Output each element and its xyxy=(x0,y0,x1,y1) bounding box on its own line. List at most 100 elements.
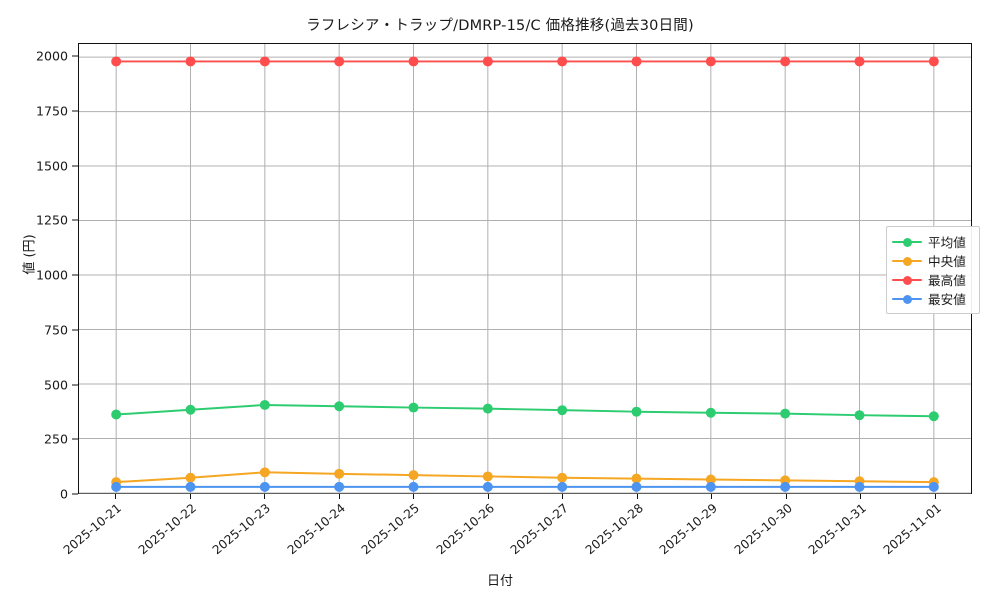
data-point xyxy=(854,56,865,67)
y-axis-tick-marks xyxy=(0,43,80,495)
data-point xyxy=(854,481,865,492)
y-axis-label: 値 (円) xyxy=(22,234,38,275)
data-point xyxy=(631,473,642,484)
data-point xyxy=(185,481,196,492)
x-tick-mark xyxy=(860,494,862,499)
data-point xyxy=(705,481,716,492)
x-tick-label: 2025-10-27 xyxy=(507,501,572,558)
x-axis-label: 日付 xyxy=(486,574,513,589)
grid-lines xyxy=(79,44,971,494)
data-point xyxy=(482,56,493,67)
x-tick-mark xyxy=(413,494,415,499)
legend-item-2[interactable]: 中央値 xyxy=(892,251,973,270)
y-tick-label: 1250 xyxy=(35,212,68,228)
x-tick-label: 2025-10-25 xyxy=(358,501,423,558)
legend-label: 最高値 xyxy=(928,273,966,288)
y-tick-label: 250 xyxy=(43,431,68,447)
x-tick-label: 2025-10-21 xyxy=(60,501,125,558)
y-tick-mark xyxy=(72,55,78,57)
data-point xyxy=(111,409,122,420)
series-line-1 xyxy=(115,403,935,418)
data-point xyxy=(705,407,716,418)
y-tick-mark xyxy=(72,219,78,221)
data-point xyxy=(705,474,716,485)
y-tick-mark xyxy=(72,493,78,495)
chart-title: ラフレシア・トラップ/DMRP-15/C 価格推移(過去30日間) xyxy=(306,18,694,34)
data-point xyxy=(334,468,345,479)
legend-swatch-icon xyxy=(892,273,922,287)
data-point xyxy=(408,481,419,492)
y-tick-label: 2000 xyxy=(35,48,68,64)
legend-item-3[interactable]: 最高値 xyxy=(892,270,973,289)
data-point xyxy=(780,481,791,492)
x-tick-label: 2025-10-23 xyxy=(209,501,274,558)
data-point xyxy=(185,56,196,67)
data-point xyxy=(185,472,196,483)
data-point xyxy=(259,56,270,67)
data-point xyxy=(111,56,122,67)
y-tick-mark xyxy=(72,110,78,112)
x-tick-mark xyxy=(636,494,638,499)
data-point xyxy=(928,56,939,67)
data-point xyxy=(334,401,345,412)
data-point xyxy=(185,404,196,415)
y-axis-tick-labels: 0 250 500 750 1000 1250 1500 1750 2000 xyxy=(0,43,68,502)
legend-item-1[interactable]: 平均値 xyxy=(892,232,973,251)
x-tick-mark xyxy=(711,494,713,499)
x-tick-mark xyxy=(562,494,564,499)
data-point xyxy=(928,481,939,492)
data-point xyxy=(557,56,568,67)
data-point xyxy=(334,56,345,67)
x-tick-mark xyxy=(264,494,266,499)
data-point xyxy=(482,471,493,482)
data-point xyxy=(705,56,716,67)
x-tick-label: 2025-10-28 xyxy=(582,501,646,558)
data-point xyxy=(334,481,345,492)
legend-swatch-icon xyxy=(892,254,922,268)
legend-label: 最安値 xyxy=(928,292,966,307)
x-tick-mark xyxy=(934,494,936,499)
y-tick-label: 1500 xyxy=(35,158,68,174)
x-tick-label: 2025-11-01 xyxy=(880,501,944,558)
data-point xyxy=(259,399,270,410)
data-point xyxy=(631,406,642,417)
y-tick-label: 1750 xyxy=(35,103,68,119)
legend-label: 平均値 xyxy=(928,235,966,250)
x-tick-label: 2025-10-31 xyxy=(805,501,870,558)
plot-area xyxy=(78,43,972,494)
y-tick-mark xyxy=(72,329,78,331)
series-line-2 xyxy=(115,471,935,484)
x-tick-label: 2025-10-24 xyxy=(284,501,348,558)
data-point xyxy=(557,472,568,483)
data-point xyxy=(780,408,791,419)
x-axis-tick-labels: 2025-10-21 2025-10-22 2025-10-23 2025-10-24… xyxy=(61,499,972,569)
x-tick-mark xyxy=(487,494,489,499)
x-tick-label: 2025-10-30 xyxy=(731,501,795,558)
data-point xyxy=(854,410,865,421)
data-point xyxy=(259,481,270,492)
y-tick-mark xyxy=(72,165,78,167)
chart-legend: 平均値中央値最高値最安値 xyxy=(886,226,980,314)
data-point xyxy=(928,411,939,422)
y-tick-mark xyxy=(72,274,78,276)
legend-item-4[interactable]: 最安値 xyxy=(892,289,973,308)
x-tick-mark xyxy=(785,494,787,499)
legend-swatch-icon xyxy=(892,235,922,249)
data-point xyxy=(408,56,419,67)
data-point xyxy=(482,481,493,492)
x-tick-mark xyxy=(338,494,340,499)
legend-swatch-icon xyxy=(892,292,922,306)
y-tick-mark xyxy=(72,438,78,440)
legend-label: 中央値 xyxy=(928,254,966,269)
data-point xyxy=(408,470,419,481)
data-point xyxy=(780,56,791,67)
data-point xyxy=(631,481,642,492)
data-point xyxy=(259,467,270,478)
x-axis-tick-marks xyxy=(78,494,972,502)
data-point xyxy=(631,56,642,67)
y-tick-label: 750 xyxy=(43,322,68,338)
y-tick-mark xyxy=(72,384,78,386)
y-tick-label: 0 xyxy=(59,486,68,502)
x-tick-label: 2025-10-29 xyxy=(656,501,721,558)
